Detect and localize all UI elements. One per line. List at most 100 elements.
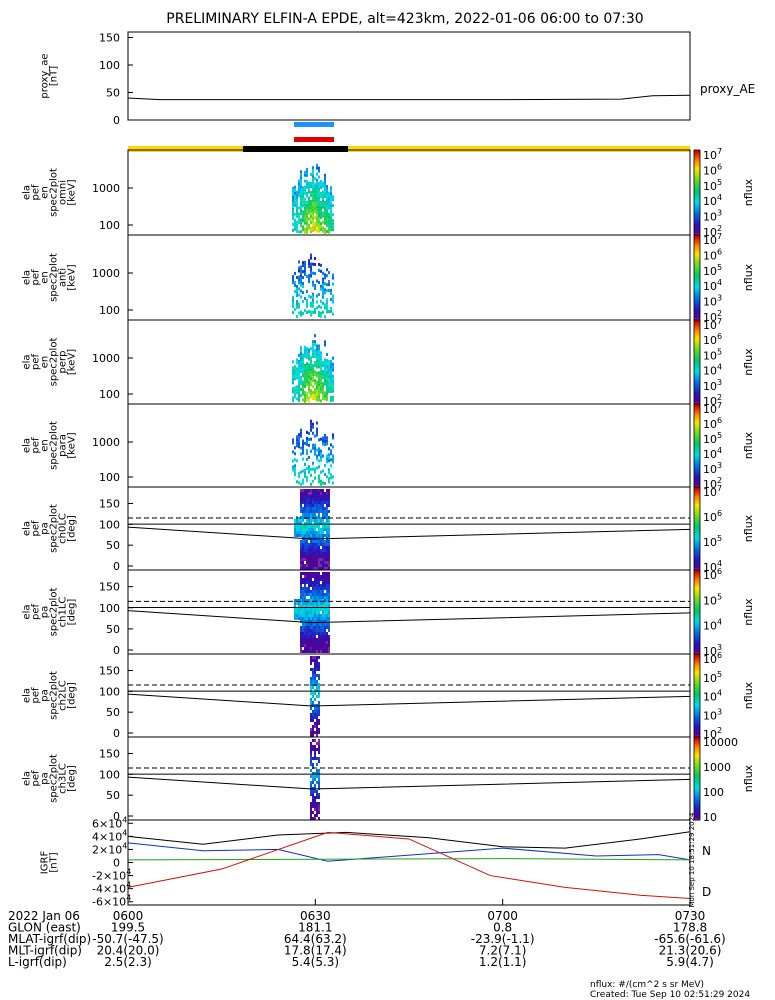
spectrogram-cell <box>322 608 324 611</box>
spectrogram-cell <box>304 215 306 219</box>
colorbar-tick-label: 10 <box>703 811 717 824</box>
spectrogram-cell <box>310 395 312 399</box>
spectrogram-cell <box>308 277 310 281</box>
spectrogram-cell <box>318 169 320 173</box>
spectrogram-cell <box>314 617 316 620</box>
colorbar-step <box>694 593 700 596</box>
spectrogram-cell <box>322 552 324 555</box>
spectrogram-cell <box>296 285 298 289</box>
spectrogram-cell <box>310 629 312 632</box>
spectrogram-cell <box>308 295 310 299</box>
spectrogram-cell <box>298 185 300 189</box>
spectrogram-cell <box>304 375 306 379</box>
spectrogram-cell <box>306 227 308 231</box>
spectrogram-cell <box>304 200 306 204</box>
colorbar-tick-label: 1000 <box>703 761 731 774</box>
spectrogram-cell <box>310 389 312 393</box>
spectrogram-cell <box>316 433 318 437</box>
spectrogram-cell <box>292 375 294 379</box>
colorbar-step <box>694 597 700 600</box>
spectrogram-cell <box>326 528 328 531</box>
colorbar-step <box>694 584 700 588</box>
colorbar-step <box>694 643 700 647</box>
spectrogram-cell <box>316 279 318 283</box>
spectrogram-cell <box>308 605 310 608</box>
spectrogram-cell <box>312 461 314 465</box>
spectrogram-cell <box>312 193 314 197</box>
spectrogram-cell <box>300 611 302 614</box>
spectrogram-cell <box>314 528 316 531</box>
spectrogram-cell <box>310 206 312 210</box>
spectrogram-cell <box>302 617 304 620</box>
spectrogram-cell <box>326 644 328 647</box>
panel-frame <box>127 403 691 488</box>
spectrogram-cell <box>310 380 312 384</box>
spectrogram-cell <box>314 522 316 525</box>
spectrogram-cell <box>310 437 312 441</box>
spectrogram-cell <box>322 558 324 561</box>
colorbar-step <box>694 286 700 289</box>
colorbar-step <box>694 499 700 503</box>
spectrogram-cell <box>296 294 298 298</box>
spectrogram-cell <box>296 611 298 614</box>
spectrogram-cell <box>318 193 320 197</box>
y-axis-label-line: pef <box>31 520 42 537</box>
colorbar-step <box>694 534 700 538</box>
colorbar-step <box>694 651 700 655</box>
colorbar-step <box>694 449 700 453</box>
spectrogram-cell <box>306 430 308 434</box>
spectrogram-cell <box>312 778 314 781</box>
spectrogram-cell <box>328 558 330 561</box>
colorbar-step <box>694 406 700 409</box>
spectrogram-cell <box>316 578 318 581</box>
spectrogram-cell <box>304 393 306 397</box>
spectrogram-cell <box>294 227 296 231</box>
spectrogram-cell <box>326 392 328 396</box>
spectrogram-cell <box>308 528 310 531</box>
spectrogram-cell <box>316 430 318 434</box>
spectrogram-cell <box>294 371 296 375</box>
spectrogram-cell <box>318 365 320 369</box>
spectrogram-cell <box>308 431 310 435</box>
spectrogram-cell <box>314 581 316 584</box>
spectrogram-cell <box>304 209 306 213</box>
spectrogram-cell <box>310 256 312 260</box>
spectrogram-cell <box>318 208 320 212</box>
colorbar-step <box>694 774 700 777</box>
spectrogram-cell <box>332 356 334 360</box>
spectrogram-cell <box>292 296 294 300</box>
spectrogram-cell <box>300 501 302 504</box>
spectrogram-cell <box>300 274 302 278</box>
spectrogram-cell <box>318 599 320 602</box>
spectrogram-cell <box>304 399 306 403</box>
y-tick-label: 0 <box>113 644 120 657</box>
spectrogram-cell <box>306 581 308 584</box>
colorbar-step <box>694 462 700 465</box>
spectrogram-cell <box>326 564 328 567</box>
spectrogram-cell <box>308 387 310 391</box>
spectrogram-cell <box>302 510 304 513</box>
spectrogram-cell <box>310 215 312 219</box>
colorbar-step <box>694 551 700 554</box>
spectrogram-cell <box>302 635 304 638</box>
spectrogram-cell <box>316 356 318 360</box>
series-line <box>127 94 691 101</box>
spectrogram-cell <box>314 707 316 710</box>
spectrogram-cell <box>314 201 316 205</box>
spectrogram-cell <box>302 540 304 543</box>
spectrogram-cell <box>314 186 316 190</box>
spectrogram-cell <box>298 302 300 306</box>
spectrogram-cell <box>314 498 316 501</box>
spectrogram-cell <box>304 525 306 528</box>
spectrogram-cell <box>332 395 334 399</box>
spectrogram-cell <box>304 605 306 608</box>
spectrogram-cell <box>300 629 302 632</box>
spectrogram-cell <box>310 534 312 537</box>
spectrogram-cell <box>320 650 322 653</box>
spectrogram-cell <box>306 275 308 279</box>
colorbar-step <box>694 349 700 352</box>
colorbar-step <box>694 620 700 623</box>
spectrogram-cell <box>328 543 330 546</box>
spectrogram-cell <box>312 425 314 429</box>
